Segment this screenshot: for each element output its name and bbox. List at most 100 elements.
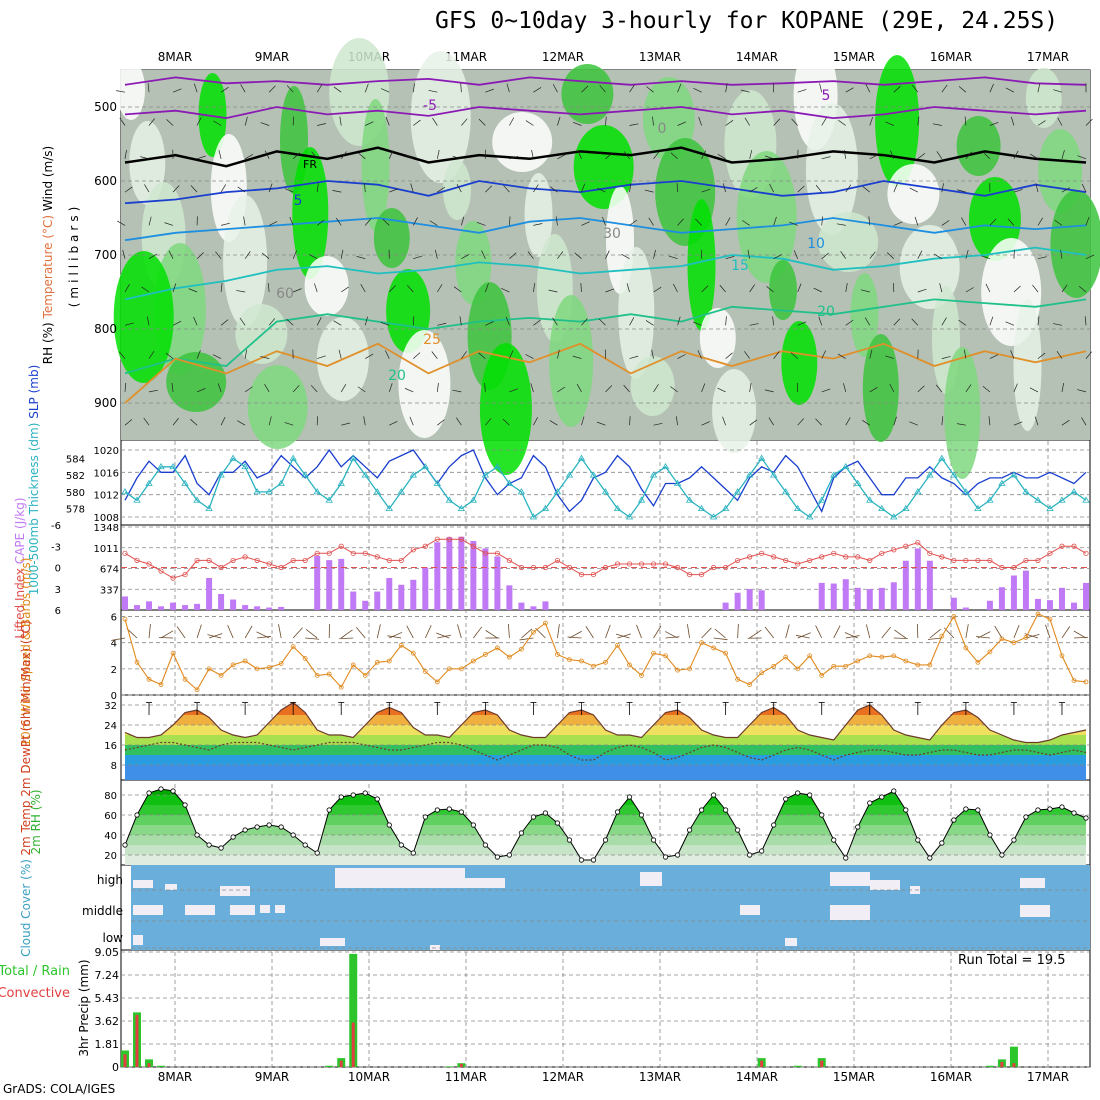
wind-barb [243,216,246,226]
lifted-marker [338,543,344,549]
wind-barb [644,189,654,193]
lifted-marker [542,564,549,571]
temp-line [124,701,1087,744]
rh-marker [218,845,224,851]
lifted-line [124,538,1087,579]
cape-bar [410,579,417,610]
lifted-marker [939,554,945,560]
wind-barb [405,154,414,160]
wind-barb [165,352,174,359]
wind-barb [623,384,630,393]
wind-barb [749,187,758,193]
temp-tick-label: 8 [111,761,117,772]
precip-conv-bar [820,1060,824,1067]
wind-barb [725,352,733,359]
wind-barb [314,283,318,293]
wind-barb [837,353,846,359]
wind-barb [437,322,447,326]
surface-wind-barb [894,629,907,639]
wind-barb [598,318,606,326]
cape-bar [206,577,213,610]
rh-patch [373,208,410,268]
cape-bar [1058,587,1065,610]
wind-barb [365,121,374,126]
wind-barb [865,83,871,93]
thickness-line [124,457,1087,518]
rh-marker [999,852,1005,858]
wind-speed-marker [254,666,260,672]
lifted-marker [723,564,729,571]
wind-speed-marker [338,684,344,690]
cape-bar [350,591,357,610]
lifted-marker [494,550,500,556]
cape-bar [1010,575,1017,610]
surface-wind-barb [355,627,366,639]
rh-patch [1025,68,1062,128]
thickness-marker [962,488,970,495]
wind-speed-marker [326,671,332,677]
lifted-marker [807,557,813,564]
rh-marker [771,822,777,828]
thickness-marker [697,504,706,512]
lifted-marker [554,557,561,564]
wind-barb [1037,256,1047,260]
rh-marker [855,824,861,830]
thickness-marker [806,513,814,520]
thickness-marker [854,479,862,486]
wind-barb [572,121,582,126]
thickness-marker [253,488,261,495]
wind-barb [172,88,182,93]
contour-label: 30 [603,226,621,242]
thickness-marker [793,504,802,512]
lifted-marker [506,557,512,564]
wind-barb [982,385,991,393]
lifted-marker [999,564,1005,571]
thickness-marker [673,479,682,486]
wind-speed-marker [386,658,392,664]
precip-conv-bar [1000,1061,1004,1067]
cape-bar [422,567,429,610]
wind-speed-marker [1071,678,1077,684]
lifted-marker [1047,550,1053,556]
wind-barb [364,183,366,193]
lifted-tick-label: -6 [51,521,61,532]
rh-patch [247,365,308,449]
surface-wind-barb [713,637,728,641]
wind-speed-marker [218,672,224,678]
thickness-marker [133,496,141,503]
wind-barb [164,222,174,226]
thickness-label: 1000-500mb Thickness (dm) [27,419,41,596]
wind-barb [1030,153,1039,160]
wind-speed-marker [627,662,632,668]
precip-ylabel: 3hr Precip (mm) [77,959,91,1056]
thickness-tick-label: 582 [66,471,85,482]
wind-barb [456,184,462,193]
rh-marker [963,806,969,812]
wind-barb [815,184,822,193]
thickness-marker [229,454,237,461]
wind-barb [693,87,702,93]
wind-barb [172,185,180,193]
surface-wind-barb [585,626,594,639]
wind-speed-marker [903,658,909,664]
wind-barb [141,286,150,293]
cape-tick-label: 674 [100,565,119,576]
wind-barb [983,152,991,160]
wind-barb [843,383,847,392]
temp-band [125,702,1086,705]
wind-barb [740,89,750,93]
rh-marker [879,794,885,800]
date-label-bottom: 11MAR [445,1070,487,1084]
wind-barb [148,118,155,126]
wind-speed-marker [158,682,164,687]
wind-barb [557,251,564,259]
wind-barb [363,416,366,426]
surface-wind-barb [994,625,1003,639]
rh-marker [819,812,825,818]
wind-barb [1084,316,1087,326]
cape-bar [266,607,273,610]
wind-barb [485,418,492,426]
wind-barb [772,316,775,326]
thickness-marker [1010,471,1018,478]
